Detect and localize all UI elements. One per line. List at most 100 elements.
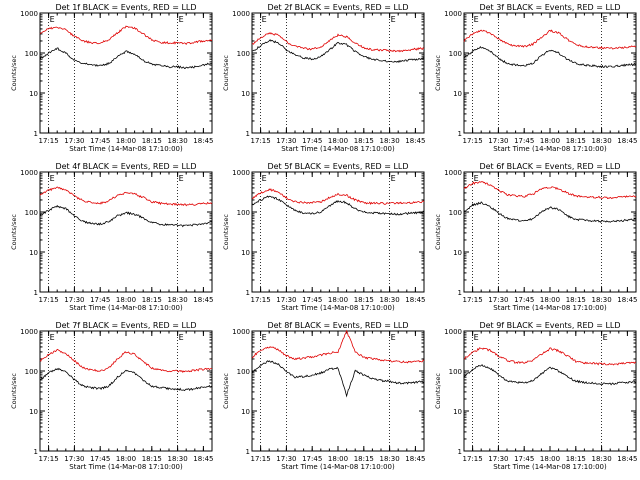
lld-series-line: [251, 32, 425, 53]
x-tick-label: 18:00: [116, 296, 136, 304]
events-series-line: [463, 364, 637, 386]
y-axis-label: Counts/sec: [10, 55, 18, 91]
panel-title: Det 1f BLACK = Events, RED = LLD: [55, 3, 196, 12]
y-tick-label: 10: [241, 408, 250, 416]
x-axis-label: Start Time (14-Mar-08 17:10:00): [493, 304, 607, 312]
y-tick-label: 10: [29, 408, 38, 416]
y-tick-label: 10: [241, 90, 250, 98]
lld-series-line: [251, 329, 425, 364]
events-series-line: [463, 45, 637, 69]
y-tick-label: 1000: [444, 169, 462, 177]
events-series-line: [39, 47, 213, 70]
marker-label: E: [474, 174, 479, 183]
y-axis-label: Counts/sec: [434, 214, 442, 250]
x-tick-label: 18:30: [168, 137, 188, 145]
x-tick-label: 17:15: [251, 137, 271, 145]
events-series-line: [39, 367, 213, 392]
x-tick-label: 18:00: [540, 137, 560, 145]
marker-label: E: [391, 333, 396, 342]
x-axis-label: Start Time (14-Mar-08 17:10:00): [69, 145, 183, 153]
plot-frame: [463, 12, 637, 134]
marker-label: E: [391, 15, 396, 24]
x-tick-label: 17:45: [90, 296, 110, 304]
x-tick-label: 17:45: [90, 455, 110, 463]
x-tick-label: 17:15: [39, 137, 59, 145]
marker-label: E: [262, 333, 267, 342]
y-axis-label: Counts/sec: [10, 214, 18, 250]
x-axis-label: Start Time (14-Mar-08 17:10:00): [69, 463, 183, 471]
lld-series-line: [463, 181, 637, 200]
y-tick-label: 1000: [20, 169, 38, 177]
x-tick-label: 18:45: [193, 296, 213, 304]
x-tick-label: 18:15: [354, 455, 374, 463]
x-tick-label: 18:45: [617, 455, 637, 463]
x-axis-label: Start Time (14-Mar-08 17:10:00): [493, 463, 607, 471]
x-tick-label: 17:45: [302, 455, 322, 463]
x-tick-label: 18:00: [540, 296, 560, 304]
x-tick-label: 18:30: [380, 455, 400, 463]
detector-panel: Det 6f BLACK = Events, RED = LLD 1 10 100 10…: [434, 162, 637, 312]
marker-label: E: [603, 174, 608, 183]
x-tick-label: 17:45: [90, 137, 110, 145]
lld-series-line: [463, 347, 637, 366]
x-tick-label: 18:15: [566, 137, 586, 145]
y-tick-label: 10: [453, 408, 462, 416]
x-tick-label: 17:30: [276, 137, 296, 145]
events-series-line: [251, 360, 425, 398]
y-tick-label: 100: [25, 368, 38, 376]
plot-frame: [251, 171, 425, 293]
x-tick-label: 17:15: [39, 296, 59, 304]
y-tick-label: 1: [34, 130, 38, 138]
marker-label: E: [474, 333, 479, 342]
y-tick-label: 100: [449, 50, 462, 58]
x-tick-label: 18:30: [380, 137, 400, 145]
y-tick-label: 1: [34, 448, 38, 456]
y-tick-label: 1000: [232, 328, 250, 336]
marker-label: E: [262, 15, 267, 24]
x-tick-label: 18:15: [142, 137, 162, 145]
x-tick-label: 18:30: [380, 296, 400, 304]
panel-title: Det 8f BLACK = Events, RED = LLD: [267, 321, 408, 330]
x-tick-label: 18:15: [566, 455, 586, 463]
marker-label: E: [474, 15, 479, 24]
x-tick-label: 18:30: [168, 455, 188, 463]
events-series-line: [251, 195, 425, 216]
x-tick-label: 17:15: [251, 296, 271, 304]
marker-label: E: [179, 15, 184, 24]
marker-label: E: [603, 333, 608, 342]
x-tick-label: 17:30: [488, 296, 508, 304]
detector-panel: Det 4f BLACK = Events, RED = LLD 1 10 100 10…: [10, 162, 213, 312]
detector-panel: Det 5f BLACK = Events, RED = LLD 1 10 100 10…: [222, 162, 425, 312]
x-tick-label: 17:45: [302, 296, 322, 304]
y-tick-label: 1000: [232, 10, 250, 18]
x-axis-label: Start Time (14-Mar-08 17:10:00): [281, 145, 395, 153]
x-tick-label: 18:15: [354, 137, 374, 145]
y-tick-label: 1: [246, 130, 250, 138]
x-tick-label: 17:15: [39, 455, 59, 463]
x-tick-label: 17:15: [463, 137, 483, 145]
y-tick-label: 1000: [444, 328, 462, 336]
x-tick-label: 17:45: [514, 137, 534, 145]
panel-title: Det 5f BLACK = Events, RED = LLD: [267, 162, 408, 171]
panel-title: Det 9f BLACK = Events, RED = LLD: [479, 321, 620, 330]
y-tick-label: 100: [25, 50, 38, 58]
marker-label: E: [179, 174, 184, 183]
x-tick-label: 17:30: [276, 455, 296, 463]
plot-frame: [463, 171, 637, 293]
x-tick-label: 17:30: [488, 137, 508, 145]
x-tick-label: 18:00: [540, 455, 560, 463]
lld-series-line: [39, 348, 212, 373]
y-tick-label: 1000: [20, 10, 38, 18]
detector-panel: Det 8f BLACK = Events, RED = LLD 1 10 100 10…: [222, 321, 425, 471]
detector-panel: Det 7f BLACK = Events, RED = LLD 1 10 100 10…: [10, 321, 213, 471]
x-tick-label: 17:45: [514, 296, 534, 304]
panel-title: Det 2f BLACK = Events, RED = LLD: [267, 3, 408, 12]
marker-label: E: [50, 333, 55, 342]
x-tick-label: 18:00: [116, 137, 136, 145]
plot-frame: [39, 12, 213, 134]
y-axis-label: Counts/sec: [222, 55, 230, 91]
x-tick-label: 18:00: [328, 296, 348, 304]
x-axis-label: Start Time (14-Mar-08 17:10:00): [69, 304, 183, 312]
x-tick-label: 17:45: [514, 455, 534, 463]
y-tick-label: 100: [237, 50, 250, 58]
